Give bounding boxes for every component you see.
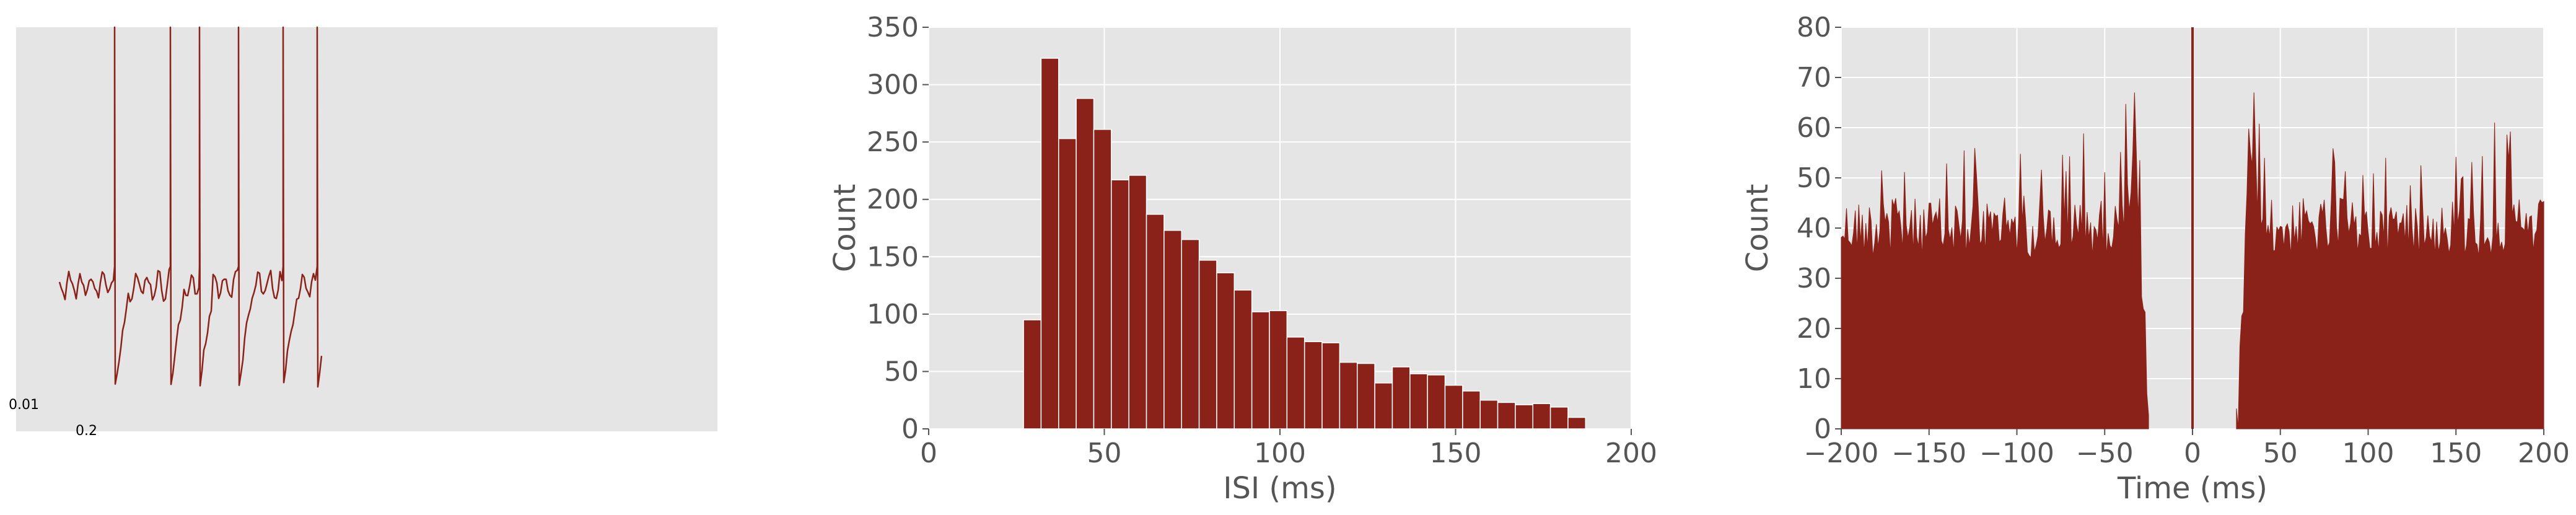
isi-y-tick-label: 50 [884,356,919,387]
isi-bar [1198,260,1217,429]
isi-y-tick-label: 0 [901,413,919,445]
acg-x-tick-label: −150 [1891,438,1966,469]
isi-bar [1409,373,1428,429]
isi-bar [1391,366,1411,429]
acg-y-tick-label: 30 [1797,263,1831,294]
isi-bar [1532,403,1551,429]
isi-y-axis-label: Count [828,184,862,273]
isi-bar [1093,129,1112,429]
acg-x-tick-label: −200 [1804,438,1879,469]
isi-y-tick-label: 100 [867,299,919,330]
acg-x-tick-label: 100 [2342,438,2394,469]
trace-plot-background [16,27,717,431]
isi-bar [1181,239,1200,429]
acg-central-peak [2191,27,2194,429]
isi-bar [1058,138,1077,429]
isi-x-tick-label: 50 [1087,438,1122,469]
isi-bar [1303,341,1323,429]
scalebar-label-y: 0.01 [9,397,39,413]
isi-bar [1163,229,1182,429]
isi-x-ticks: 0 50 100 150 200 [920,429,1657,469]
isi-y-tick-label: 150 [867,241,919,273]
acg-x-tick-label: 200 [2518,438,2570,469]
isi-bar [1076,98,1095,429]
isi-bar [1023,319,1042,429]
autocorrelogram-panel: −200 −150 −100 −50 0 50 100 150 200 0 10 20 30 40 50 6… [1740,12,2570,506]
isi-bar [1356,363,1375,429]
acg-y-ticks: 0 10 20 30 40 50 60 70 80 [1797,12,1841,445]
acg-x-tick-label: 150 [2430,438,2482,469]
isi-bar [1146,214,1165,429]
isi-y-tick-label: 300 [867,69,919,101]
isi-bar [1549,407,1569,429]
isi-bar [1427,374,1446,429]
voltage-trace-line [58,26,323,388]
acg-y-tick-label: 0 [1814,413,1831,445]
acg-x-tick-label: −50 [2076,438,2134,469]
acg-x-tick-label: 50 [2263,438,2298,469]
isi-y-tick-label: 200 [867,184,919,216]
isi-bar [1286,337,1305,429]
isi-bar [1128,175,1147,429]
scalebar-label-x: 0.2 [76,423,97,439]
isi-x-tick-label: 0 [920,438,937,469]
acg-positive-lag-area [2236,92,2544,429]
isi-bar [1040,58,1059,429]
isi-bar [1497,402,1516,429]
acg-x-tick-label: 0 [2184,438,2201,469]
isi-bar [1374,382,1393,429]
isi-histogram-panel: 0 50 100 150 200 0 50 100 150 200 250 300 350 ISI (… [828,12,1657,506]
isi-bar [1515,404,1533,429]
isi-bar [1251,311,1270,429]
isi-bar [1339,361,1358,429]
isi-bar [1567,416,1587,429]
isi-x-tick-label: 150 [1430,438,1482,469]
isi-bar [1216,272,1235,429]
isi-y-ticks: 0 50 100 150 200 250 300 350 [867,12,929,445]
isi-x-tick-label: 100 [1254,438,1306,469]
isi-bar [1321,342,1341,429]
acg-y-tick-label: 20 [1797,313,1831,345]
isi-x-axis-label: ISI (ms) [1223,471,1336,506]
acg-y-tick-label: 40 [1797,213,1831,244]
acg-x-ticks: −200 −150 −100 −50 0 50 100 150 200 [1804,429,2570,469]
acg-x-axis-label: Time (ms) [2117,471,2267,506]
acg-y-tick-label: 10 [1797,363,1831,395]
acg-negative-lag-area [1841,92,2149,429]
acg-x-tick-label: −100 [1979,438,2054,469]
isi-bars [1023,58,1587,429]
acg-y-tick-label: 70 [1797,62,1831,94]
acg-y-axis-label: Count [1740,184,1775,273]
isi-bar [1462,390,1481,429]
isi-y-tick-label: 250 [867,126,919,158]
isi-bar [1233,289,1253,429]
isi-bar [1444,384,1463,429]
isi-bar [1111,179,1129,429]
isi-x-tick-label: 200 [1605,438,1657,469]
trace-panel: 0.01 0.2 [9,26,717,439]
acg-y-tick-label: 60 [1797,112,1831,144]
isi-bar [1479,399,1499,429]
acg-y-tick-label: 50 [1797,162,1831,194]
acg-y-tick-label: 80 [1797,12,1831,43]
isi-y-tick-label: 350 [867,12,919,43]
isi-bar [1269,310,1288,429]
